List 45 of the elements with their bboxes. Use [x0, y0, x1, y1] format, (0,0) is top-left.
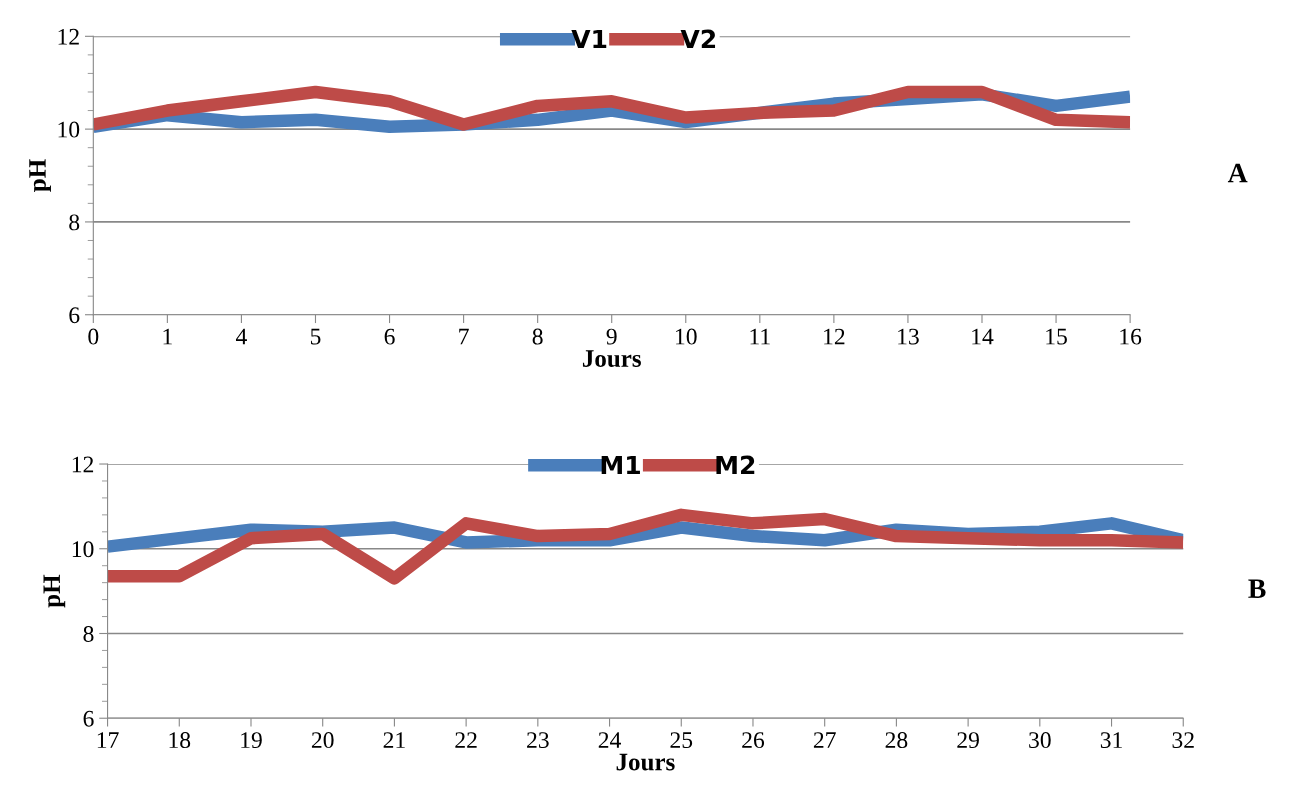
y-tick-label: 10: [72, 541, 94, 558]
y-tick-label: 8: [83, 625, 94, 642]
x-tick-label: 1: [163, 328, 172, 345]
x-axis-title: Jours: [582, 350, 641, 367]
y-tick-label: 10: [58, 121, 80, 138]
x-tick-label: 8: [532, 328, 543, 345]
x-tick-label: 9: [606, 328, 617, 345]
x-tick-label: 21: [383, 732, 405, 748]
x-tick-label: 5: [310, 328, 321, 345]
y-axis-title: pH: [29, 159, 51, 192]
x-tick-label: 10: [676, 328, 697, 345]
text: B: [1248, 579, 1266, 598]
y-tick-label: 6: [83, 710, 94, 727]
x-tick-label: 19: [241, 732, 262, 749]
x-tick-label: 31: [1100, 732, 1122, 749]
x-tick-label: 12: [824, 328, 845, 345]
x-tick-label: 17: [97, 732, 119, 748]
x-tick-label: 18: [169, 732, 191, 749]
x-tick-label: 13: [898, 328, 919, 345]
x-tick-label: 23: [527, 732, 549, 749]
x-tick-label: 27: [813, 732, 836, 748]
x-tick-label: 30: [1029, 732, 1051, 749]
x-tick-label: 28: [885, 732, 908, 749]
x-tick-label: 16: [1120, 328, 1142, 345]
x-tick-label: 14: [972, 328, 994, 345]
x-tick-label: 0: [88, 328, 99, 345]
x-tick-label: 7: [459, 328, 469, 345]
y-axis-title: pH: [43, 574, 66, 608]
x-tick-label: 6: [384, 328, 395, 345]
x-tick-label: 32: [1172, 732, 1194, 749]
x-tick-label: 29: [957, 732, 979, 749]
x-tick-label: 24: [598, 732, 621, 748]
y-tick-label: 12: [72, 456, 94, 473]
text: A: [1227, 163, 1248, 183]
x-tick-label: 4: [235, 328, 247, 345]
x-tick-label: 15: [1046, 328, 1067, 345]
x-tick-label: 22: [455, 732, 477, 748]
y-tick-label: 12: [58, 28, 79, 45]
x-tick-label: 20: [311, 732, 334, 749]
x-axis-title: Jours: [616, 753, 675, 771]
y-tick-label: 6: [69, 307, 80, 324]
x-tick-label: 26: [742, 732, 765, 749]
x-tick-label: 11: [750, 328, 770, 345]
x-tick-label: 25: [670, 732, 693, 749]
y-tick-label: 8: [69, 214, 80, 231]
